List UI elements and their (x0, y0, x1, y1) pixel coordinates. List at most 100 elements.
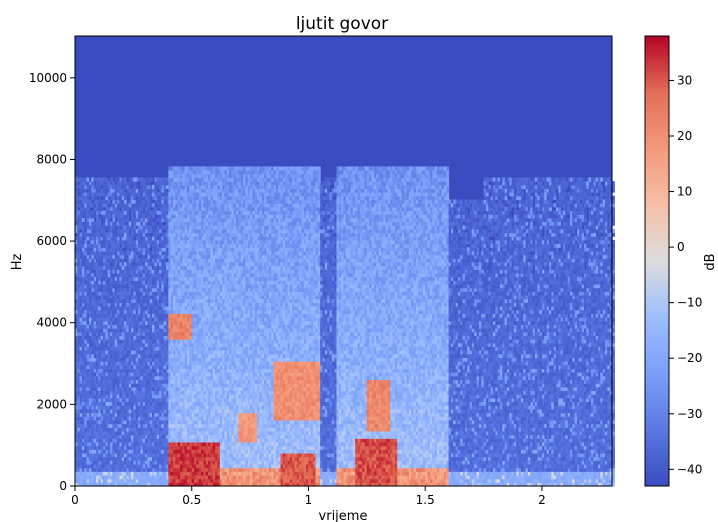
heatmap-cell (98, 335, 102, 340)
heatmap-cell (110, 320, 113, 325)
heatmap-cell (100, 357, 104, 362)
heatmap-cell (77, 298, 81, 303)
heatmap-cell (75, 427, 78, 432)
heatmap-cell (103, 210, 106, 215)
heatmap-cell (84, 460, 88, 465)
heatmap-cell (86, 306, 90, 311)
heatmap-cell (75, 412, 78, 417)
heatmap-cell (77, 284, 81, 289)
heatmap-cell (77, 361, 81, 366)
heatmap-cell (105, 383, 109, 388)
heatmap-cell (86, 408, 90, 414)
heatmap-cell (98, 284, 102, 289)
heatmap-cell (75, 475, 78, 480)
heatmap-cell (86, 456, 90, 461)
heatmap-cell (128, 390, 132, 395)
heatmap-cell (112, 342, 116, 347)
heatmap-cell (93, 199, 97, 204)
heatmap-cell (82, 397, 85, 403)
heatmap-cell (75, 478, 78, 483)
heatmap-cell (75, 460, 78, 465)
heatmap-cell (100, 269, 104, 274)
heatmap-cell (103, 302, 106, 307)
heatmap-cell (110, 225, 113, 230)
heatmap-cell (114, 210, 118, 215)
heatmap-cell (100, 298, 104, 303)
heatmap-cell (82, 379, 85, 384)
heatmap-cell (124, 478, 127, 483)
heatmap-cell (89, 203, 92, 208)
heatmap-cell (105, 217, 109, 223)
heatmap-cell (103, 217, 106, 223)
heatmap-cell (91, 441, 95, 447)
heatmap-cell (126, 320, 130, 325)
heatmap-cell (105, 460, 109, 465)
heatmap-cell (91, 225, 95, 230)
heatmap-cell (103, 372, 106, 377)
heatmap-cell (100, 188, 104, 193)
heatmap-cell (89, 181, 92, 186)
heatmap-cell (84, 254, 88, 259)
heatmap-cell (107, 441, 111, 447)
heatmap-cell (121, 192, 125, 197)
heatmap-cell (114, 441, 118, 447)
heatmap-cell (100, 232, 104, 237)
heatmap-cell (84, 298, 88, 303)
heatmap-cell (119, 306, 123, 311)
heatmap-cell (77, 320, 81, 325)
heatmap-cell (93, 295, 97, 300)
heatmap-cell (75, 177, 78, 182)
heatmap-cell (84, 184, 88, 190)
heatmap-cell (117, 475, 120, 480)
heatmap-cell (98, 272, 102, 278)
heatmap-cell (89, 306, 92, 311)
heatmap-cell (79, 250, 83, 256)
heatmap-cell (91, 449, 95, 454)
heatmap-cell (119, 265, 123, 270)
heatmap-cell (105, 232, 109, 237)
heatmap-cell (100, 254, 104, 259)
heatmap-cell (100, 309, 104, 314)
heatmap-cell (96, 419, 99, 425)
heatmap-cell (110, 250, 113, 256)
heatmap-cell (112, 225, 116, 230)
heatmap-cell (100, 328, 104, 333)
heatmap-cell (89, 247, 92, 252)
heatmap-cell (91, 346, 95, 351)
heatmap-cell (91, 353, 95, 359)
heatmap-cell (98, 390, 102, 395)
heatmap-cell (103, 430, 106, 436)
heatmap-cell (98, 258, 102, 263)
heatmap-cell (119, 405, 123, 410)
heatmap-cell (77, 445, 81, 450)
heatmap-cell (82, 261, 85, 267)
heatmap-cell (79, 364, 83, 370)
heatmap-cell (75, 379, 78, 384)
heatmap-cell (86, 346, 90, 351)
heatmap-cell (75, 482, 78, 487)
heatmap-cell (98, 478, 102, 483)
heatmap-cell (105, 221, 109, 226)
heatmap-cell (112, 298, 116, 303)
heatmap-cell (126, 265, 130, 270)
heatmap-cell (124, 254, 127, 259)
heatmap-cell (86, 350, 90, 355)
heatmap-cell (91, 324, 95, 329)
heatmap-cell (93, 452, 97, 458)
heatmap-cell (77, 416, 81, 421)
heatmap-cell (126, 261, 130, 267)
heatmap-cell (112, 199, 116, 204)
heatmap-cell (105, 427, 109, 432)
heatmap-cell (100, 423, 104, 428)
plot-area (74, 35, 615, 487)
heatmap-cell (105, 295, 109, 300)
heatmap-cell (114, 331, 118, 336)
heatmap-cell (77, 328, 81, 333)
heatmap-cell (86, 416, 90, 421)
heatmap-cell (119, 217, 123, 223)
heatmap-cell (124, 434, 127, 439)
heatmap-cell (89, 199, 92, 204)
heatmap-cell (107, 372, 111, 377)
heatmap-cell (98, 232, 102, 237)
heatmap-cell (93, 195, 97, 201)
